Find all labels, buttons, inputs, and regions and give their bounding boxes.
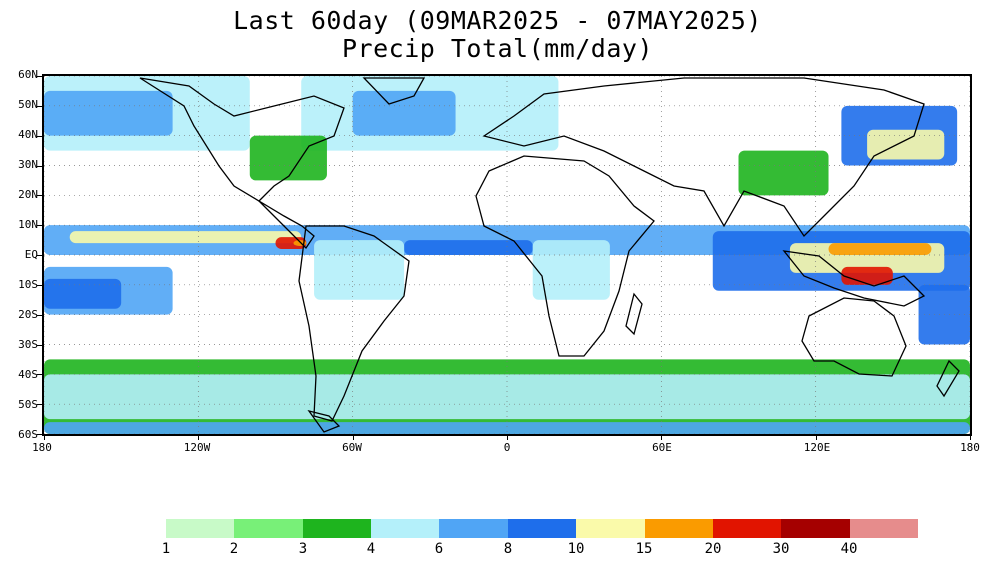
lat-tick [37, 434, 42, 435]
color-legend [166, 519, 918, 538]
lon-label-60e: 60E [652, 441, 672, 454]
lon-label-180e: 180 [960, 441, 980, 454]
legend-label-10: 10 [567, 541, 585, 557]
lat-tick [37, 404, 42, 406]
lat-label-20n: 20N [18, 188, 38, 201]
indonesia-outline [782, 250, 926, 307]
legend-swatch-2 [234, 519, 303, 538]
lat-tick [37, 105, 42, 107]
central-america-outline [258, 200, 315, 250]
legend-label-8: 8 [503, 541, 513, 557]
map-title: Last 60day (09MAR2025 - 07MAY2025) [233, 6, 762, 35]
precip-region-21 [314, 240, 405, 300]
legend-label-2: 2 [229, 541, 239, 557]
lat-label-50s: 50S [18, 398, 38, 411]
lat-tick [37, 374, 42, 376]
lon-label-0: 0 [503, 441, 511, 454]
precip-region-10 [44, 278, 122, 309]
north-america-outline [139, 77, 345, 202]
precip-region-4 [404, 240, 533, 255]
lat-label-30s: 30S [18, 338, 38, 351]
lon-label-60w: 60W [342, 441, 362, 454]
lat-label-10s: 10S [18, 278, 38, 291]
eurasia-outline [482, 77, 925, 238]
lat-tick [37, 255, 42, 256]
lat-label-10n: 10N [18, 218, 38, 231]
lon-tick [507, 436, 508, 440]
lon-label-120w: 120W [183, 441, 211, 454]
precip-region-7 [828, 243, 932, 255]
legend-label-20: 20 [704, 541, 722, 557]
greenland-outline [362, 77, 426, 105]
land-outlines [139, 77, 960, 433]
lat-label-40s: 40S [18, 368, 38, 381]
precip-region-22 [532, 240, 610, 300]
legend-swatch-7 [576, 519, 645, 538]
lon-label-180w: 180 [32, 441, 52, 454]
lat-tick [37, 344, 42, 346]
legend-label-4: 4 [366, 541, 376, 557]
africa-outline [475, 155, 655, 357]
lat-label-20s: 20S [18, 308, 38, 321]
precip-region-1 [69, 231, 302, 244]
precip-region-18 [44, 90, 173, 136]
lat-tick [37, 165, 42, 167]
legend-swatch-11 [849, 519, 918, 538]
madagascar-outline [625, 292, 643, 336]
precip-region-8 [841, 266, 893, 285]
south-america-outline [298, 225, 410, 422]
lat-tick [37, 225, 42, 227]
lat-tick [37, 314, 42, 316]
lat-label-eq: EQ [24, 248, 38, 261]
map-subtitle: Precip Total(mm/day) [341, 34, 654, 63]
legend-label-40: 40 [840, 541, 858, 557]
legend-swatch-3 [302, 519, 372, 538]
lat-tick [37, 195, 42, 197]
antarctic-peninsula-outline [307, 409, 341, 433]
legend-swatch-6 [507, 519, 577, 538]
precip-region-23 [249, 135, 327, 181]
lat-label-60s: 60S [18, 428, 38, 441]
lon-tick [44, 436, 45, 440]
lat-label-30n: 30N [18, 158, 38, 171]
precip-region-13 [867, 129, 945, 160]
lon-tick [661, 436, 663, 440]
lat-label-40n: 40N [18, 128, 38, 141]
precip-layer [44, 76, 970, 434]
lat-tick [37, 76, 42, 77]
new-zealand-outline [936, 359, 960, 398]
legend-label-30: 30 [772, 541, 790, 557]
legend-swatch-1 [166, 519, 235, 538]
legend-swatch-10 [781, 519, 850, 538]
legend-label-6: 6 [434, 541, 444, 557]
lon-tick [815, 436, 817, 440]
legend-swatch-5 [439, 519, 508, 538]
precip-map [42, 74, 972, 436]
lon-label-120e: 120E [803, 441, 831, 454]
legend-label-3: 3 [298, 541, 308, 557]
legend-label-1: 1 [161, 541, 171, 557]
legend-swatch-4 [371, 519, 440, 538]
lon-tick [198, 436, 200, 440]
lon-tick [970, 436, 971, 440]
precip-map-canvas [44, 76, 970, 434]
precip-region-24 [738, 150, 829, 196]
lat-label-60n: 60N [18, 68, 38, 81]
lat-tick [37, 284, 42, 286]
legend-swatch-8 [644, 519, 713, 538]
australia-outline [801, 297, 907, 377]
legend-label-15: 15 [635, 541, 653, 557]
lon-tick [352, 436, 354, 440]
lat-tick [37, 135, 42, 137]
precip-region-20 [352, 90, 456, 136]
precip-region-16 [44, 422, 970, 434]
lat-label-50n: 50N [18, 98, 38, 111]
legend-swatch-9 [712, 519, 782, 538]
